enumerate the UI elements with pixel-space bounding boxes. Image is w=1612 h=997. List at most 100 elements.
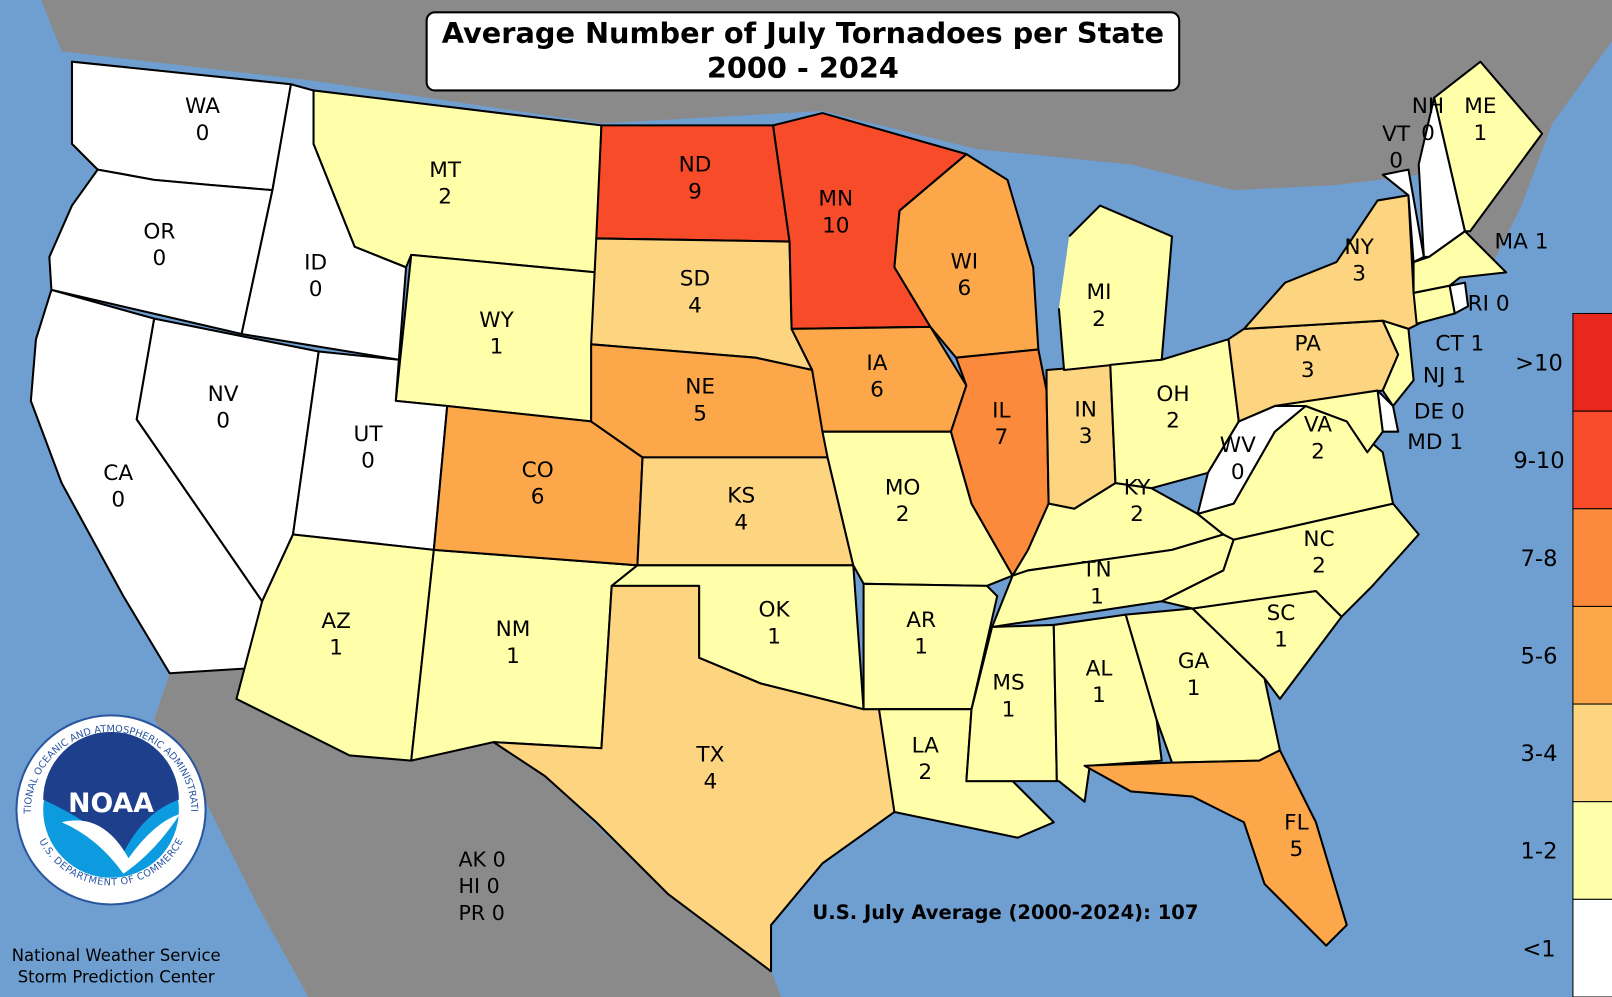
state-abbr: LA	[912, 733, 940, 758]
state-value: 1	[1449, 430, 1463, 455]
state-value: 1	[1187, 676, 1201, 701]
state-abbr: NM	[496, 617, 531, 642]
state-abbr: MD	[1407, 430, 1442, 455]
state-abbr: AL	[1086, 656, 1113, 681]
state	[1083, 749, 1348, 947]
state-abbr: NV	[208, 382, 239, 407]
state-abbr: SC	[1267, 601, 1296, 626]
legend-swatch	[1572, 410, 1612, 510]
state-abbr: OK	[759, 598, 791, 623]
legend-swatch	[1572, 898, 1612, 997]
state-labels: WA0OR0CA0NV0ID0MT2WY1UT0AZ1NM1CO6ND9SD4N…	[103, 94, 1548, 862]
state-abbr: WA	[185, 94, 220, 119]
state-abbr: TX	[695, 743, 724, 768]
state-abbr: MI	[1087, 280, 1112, 305]
territory-abbr: HI	[459, 874, 481, 898]
average-value: 107	[1158, 901, 1199, 924]
state-value: 7	[994, 425, 1008, 450]
state-value: 6	[957, 276, 971, 301]
state-value: 0	[1496, 291, 1510, 316]
state-value: 1	[1471, 331, 1485, 356]
title-box	[425, 11, 1181, 92]
state-abbr: NY	[1344, 235, 1374, 260]
legend-swatch	[1572, 508, 1612, 607]
state-abbr: ID	[304, 250, 327, 275]
state-abbr: AR	[906, 608, 936, 633]
state-value: 3	[1352, 262, 1366, 287]
state-abbr: MS	[992, 671, 1024, 696]
state-value: 1	[1274, 628, 1288, 653]
state-value: 1	[1092, 683, 1106, 708]
state-abbr: CT	[1435, 331, 1464, 356]
state-abbr: MN	[818, 187, 853, 212]
state-value: 3	[1301, 358, 1315, 383]
state-abbr: VA	[1304, 413, 1332, 438]
state-value: 2	[918, 760, 932, 785]
state-value: 0	[309, 277, 323, 302]
legend-label: >10	[1515, 351, 1563, 377]
state-value: 0	[1421, 121, 1435, 146]
state-value: 2	[896, 502, 910, 527]
state-abbr: IL	[992, 398, 1010, 423]
territory-label: HI 0	[459, 874, 500, 898]
state-value: 2	[1092, 307, 1106, 332]
state-abbr: CO	[522, 458, 554, 483]
state-abbr: WY	[479, 308, 514, 333]
state-abbr: IA	[866, 351, 887, 376]
state-value: 0	[1389, 149, 1403, 174]
state	[1412, 284, 1456, 325]
territory-abbr: PR	[459, 901, 486, 925]
state-value: 9	[688, 179, 702, 204]
state-value: 0	[111, 488, 125, 513]
state-label: CT 1	[1435, 331, 1484, 356]
canada	[0, 0, 1612, 268]
state-abbr: MO	[885, 475, 921, 500]
state-value: 2	[1311, 439, 1325, 464]
legend-label: <1	[1522, 936, 1555, 962]
state-value: 10	[822, 213, 849, 238]
state-abbr: KS	[727, 484, 755, 509]
legend-label: 1-2	[1521, 839, 1558, 865]
territories: AK 0HI 0PR 0	[459, 847, 506, 924]
state-label: DE 0	[1414, 399, 1465, 424]
state-value: 4	[704, 769, 718, 794]
state-abbr: NE	[685, 375, 715, 400]
subtitle: 2000 - 2024	[707, 51, 899, 85]
state	[1273, 389, 1384, 454]
state-abbr: DE	[1414, 399, 1444, 424]
state-value: 2	[438, 185, 452, 210]
state-value: 5	[693, 401, 707, 426]
state-value: 0	[152, 246, 166, 271]
legend-label: 3-4	[1521, 741, 1558, 767]
state-abbr: TN	[1081, 558, 1111, 583]
state-abbr: RI	[1468, 291, 1489, 316]
state-value: 1	[1452, 363, 1466, 388]
state-value: 1	[1535, 230, 1549, 255]
state-value: 3	[1079, 424, 1093, 449]
state-abbr: WI	[950, 249, 978, 274]
legend-label: 5-6	[1521, 643, 1558, 669]
state	[1160, 502, 1420, 618]
state-abbr: NJ	[1423, 363, 1446, 388]
legend-swatch	[1572, 801, 1612, 900]
territory-value: 0	[493, 847, 506, 871]
state-value: 1	[1474, 121, 1488, 146]
state-value: 1	[506, 644, 520, 669]
state-abbr: SD	[680, 267, 710, 292]
state	[1433, 60, 1544, 233]
state-abbr: OH	[1156, 382, 1189, 407]
state-value: 1	[1002, 697, 1016, 722]
state-value: 4	[734, 510, 748, 535]
state-label: NJ 1	[1423, 363, 1466, 388]
logo-text: NOAA	[68, 788, 154, 819]
state-abbr: AZ	[321, 609, 351, 634]
state-value: 6	[531, 485, 545, 510]
state-value: 0	[1451, 399, 1465, 424]
state-abbr: FL	[1284, 810, 1308, 835]
legend-swatch	[1572, 605, 1612, 705]
state-value: 1	[490, 335, 504, 360]
logo-sky	[43, 731, 179, 854]
state-abbr: IN	[1074, 397, 1097, 422]
